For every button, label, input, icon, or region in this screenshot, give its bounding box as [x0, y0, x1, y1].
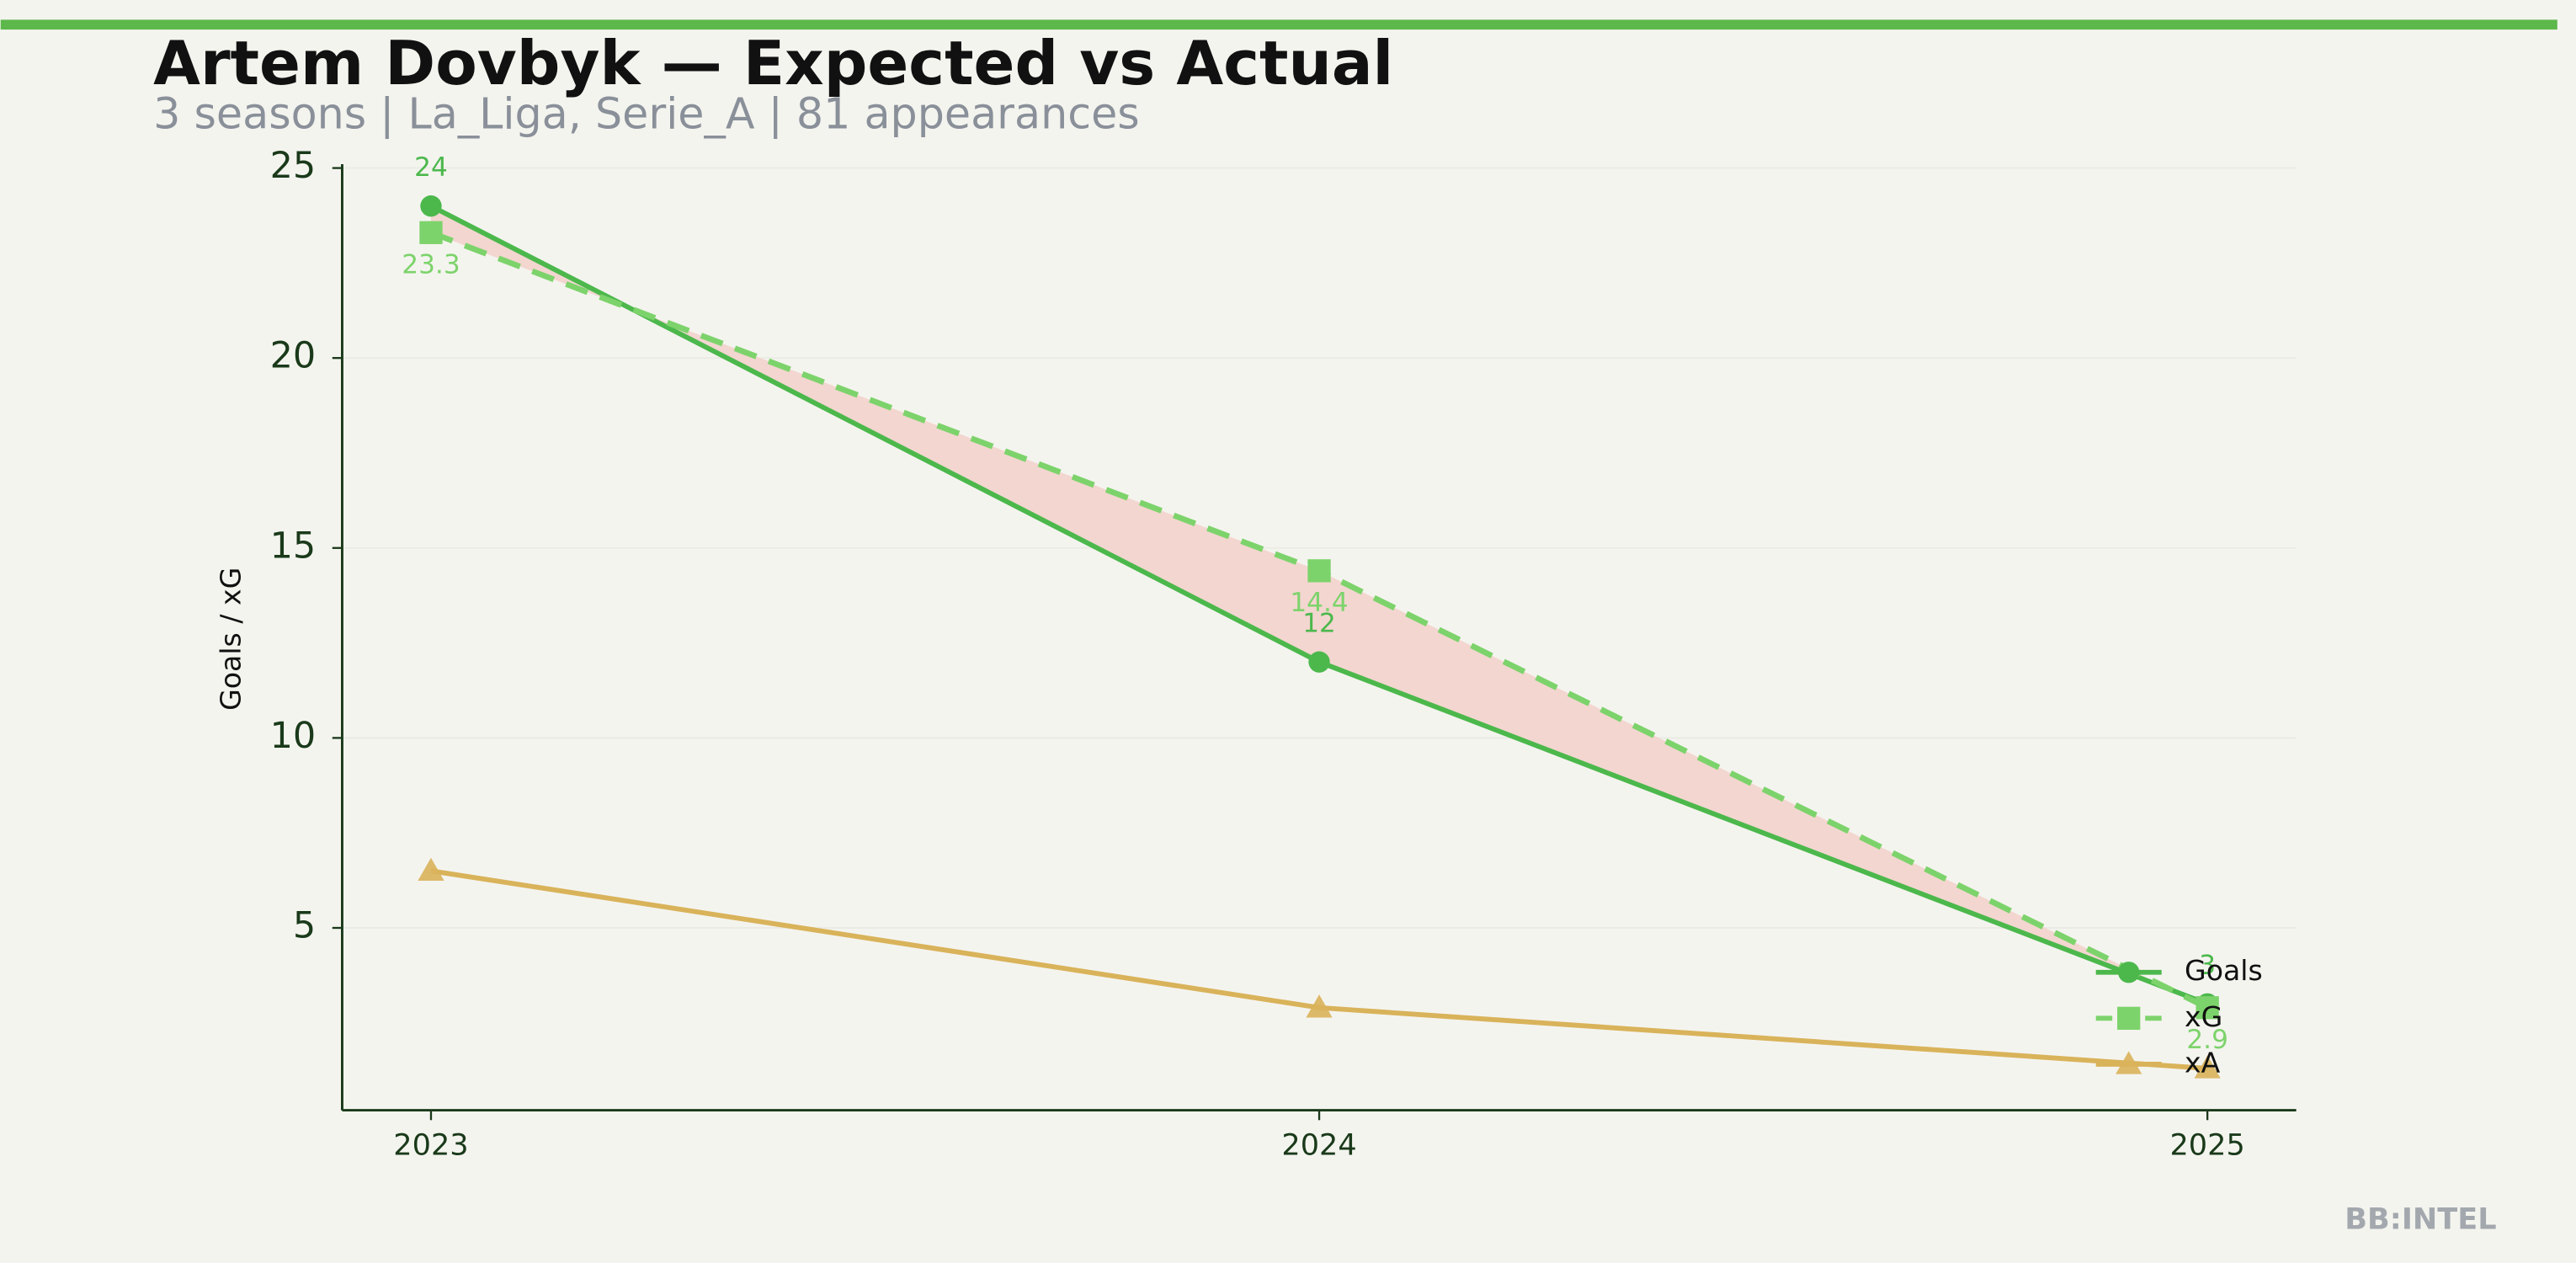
- chart-title: Artem Dovbyk — Expected vs Actual: [153, 29, 1393, 99]
- marker: [2194, 1055, 2221, 1079]
- data-label: 3: [2199, 950, 2216, 980]
- legend-label: xG: [2185, 1000, 2222, 1033]
- legend-label: xA: [2185, 1046, 2221, 1079]
- marker: [1307, 559, 1331, 583]
- marker: [418, 857, 444, 882]
- y-tick-label: 5: [293, 905, 316, 947]
- x-tick-label: 2023: [393, 1128, 468, 1163]
- data-label: 14.4: [1290, 588, 1348, 618]
- marker: [1306, 994, 1333, 1018]
- marker: [2116, 1051, 2142, 1074]
- marker: [1308, 651, 1330, 673]
- legend-label: Goals: [2185, 954, 2263, 987]
- y-tick-label: 10: [270, 715, 317, 757]
- data-label: 12: [1302, 608, 1336, 638]
- data-label: 24: [414, 152, 448, 183]
- marker: [420, 195, 442, 217]
- x-tick-label: 2025: [2169, 1128, 2244, 1163]
- data-label: 23.3: [402, 249, 460, 280]
- y-tick-label: 25: [270, 145, 317, 187]
- marker: [419, 221, 443, 244]
- data-label: 2.9: [2186, 1025, 2228, 1055]
- legend: Goals xG xA: [2095, 954, 2263, 1079]
- chart-subtitle: 3 seasons | La_Liga, Serie_A | 81 appear…: [153, 88, 1140, 139]
- y-tick-label: 15: [270, 525, 317, 567]
- gap-fill: [430, 205, 2208, 1008]
- marker: [2117, 1006, 2141, 1031]
- marker: [2118, 962, 2140, 983]
- footer: BB:INTEL: [2344, 1202, 2496, 1236]
- top-bar: [0, 19, 2557, 30]
- y-axis-label: Goals / xG: [214, 568, 247, 711]
- y-tick-label: 20: [270, 335, 317, 377]
- x-tick-label: 2024: [1281, 1128, 1356, 1163]
- marker: [2195, 996, 2219, 1020]
